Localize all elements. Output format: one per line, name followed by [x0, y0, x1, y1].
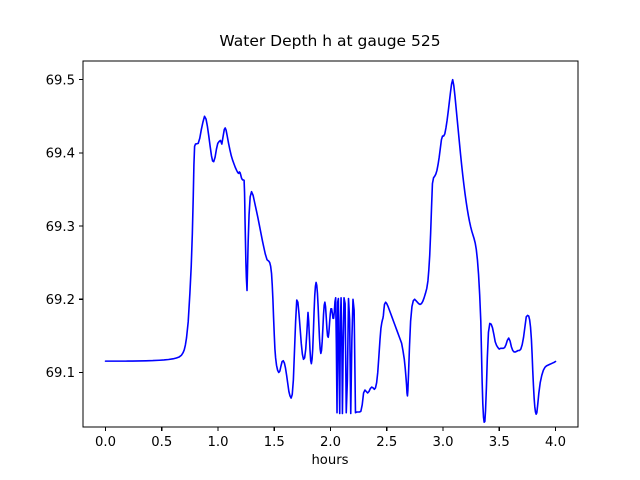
data-series-group [104, 78, 557, 424]
x-tick-label: 2.0 [320, 435, 341, 450]
y-axis-ticks: 69.1 69.2 69.3 69.4 69.5 [46, 73, 83, 381]
y-tick-label: 69.3 [46, 220, 75, 235]
x-tick-label: 1.5 [264, 435, 285, 450]
x-tick-label: 3.5 [489, 435, 510, 450]
chart-title: Water Depth h at gauge 525 [219, 32, 440, 50]
y-tick-label: 69.2 [46, 293, 75, 308]
x-tick-label: 0.0 [95, 435, 116, 450]
y-tick-label: 69.4 [46, 147, 75, 162]
x-tick-label: 1.0 [208, 435, 229, 450]
x-tick-label: 0.5 [151, 435, 172, 450]
y-tick-label: 69.5 [46, 73, 75, 88]
x-axis-ticks: 0.0 0.5 1.0 1.5 2.0 2.5 3.0 3.5 4.0 [95, 427, 566, 450]
series-line-0 [104, 78, 557, 424]
x-tick-label: 4.0 [545, 435, 566, 450]
x-tick-label: 2.5 [376, 435, 397, 450]
x-axis-title: hours [311, 453, 348, 468]
x-tick-label: 3.0 [433, 435, 454, 450]
y-tick-label: 69.1 [46, 366, 75, 381]
